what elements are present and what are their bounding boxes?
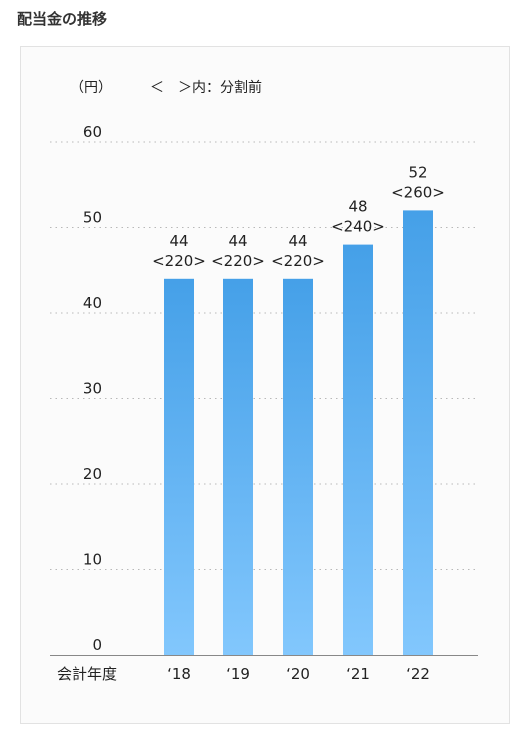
bar [343, 244, 373, 655]
y-tick-label: 0 [92, 636, 102, 654]
bar-value-label: 44 [169, 232, 188, 250]
bar-presplit-label: <220> [211, 252, 265, 270]
bar-presplit-label: <240> [331, 218, 385, 236]
bar-value-label: 44 [228, 232, 247, 250]
bar-value-label: 44 [288, 232, 307, 250]
x-tick-label: ‘22 [406, 665, 430, 683]
bar [223, 278, 253, 655]
x-axis-title: 会計年度 [57, 665, 117, 683]
bar-presplit-label: <260> [391, 183, 445, 201]
bar-value-label: 52 [408, 163, 427, 181]
bar-presplit-label: <220> [271, 252, 325, 270]
unit-label: （円） [70, 80, 112, 96]
page-title: 配当金の推移 [17, 10, 108, 28]
y-tick-label: 60 [83, 123, 102, 141]
y-tick-label: 40 [83, 294, 102, 312]
y-tick-label: 50 [83, 209, 102, 227]
bar [164, 278, 194, 655]
bar-presplit-label: <220> [152, 252, 206, 270]
x-tick-label: ‘18 [167, 665, 191, 683]
y-tick-label: 20 [83, 465, 102, 483]
y-tick-label: 30 [83, 380, 102, 398]
x-tick-label: ‘21 [346, 665, 370, 683]
split-note: ＜ ＞内：分割前 [150, 79, 262, 96]
bar-value-label: 48 [348, 198, 367, 216]
x-tick-label: ‘20 [286, 665, 310, 683]
x-tick-label: ‘19 [226, 665, 250, 683]
bar [403, 210, 433, 655]
y-tick-label: 10 [83, 551, 102, 569]
bar [283, 278, 313, 655]
